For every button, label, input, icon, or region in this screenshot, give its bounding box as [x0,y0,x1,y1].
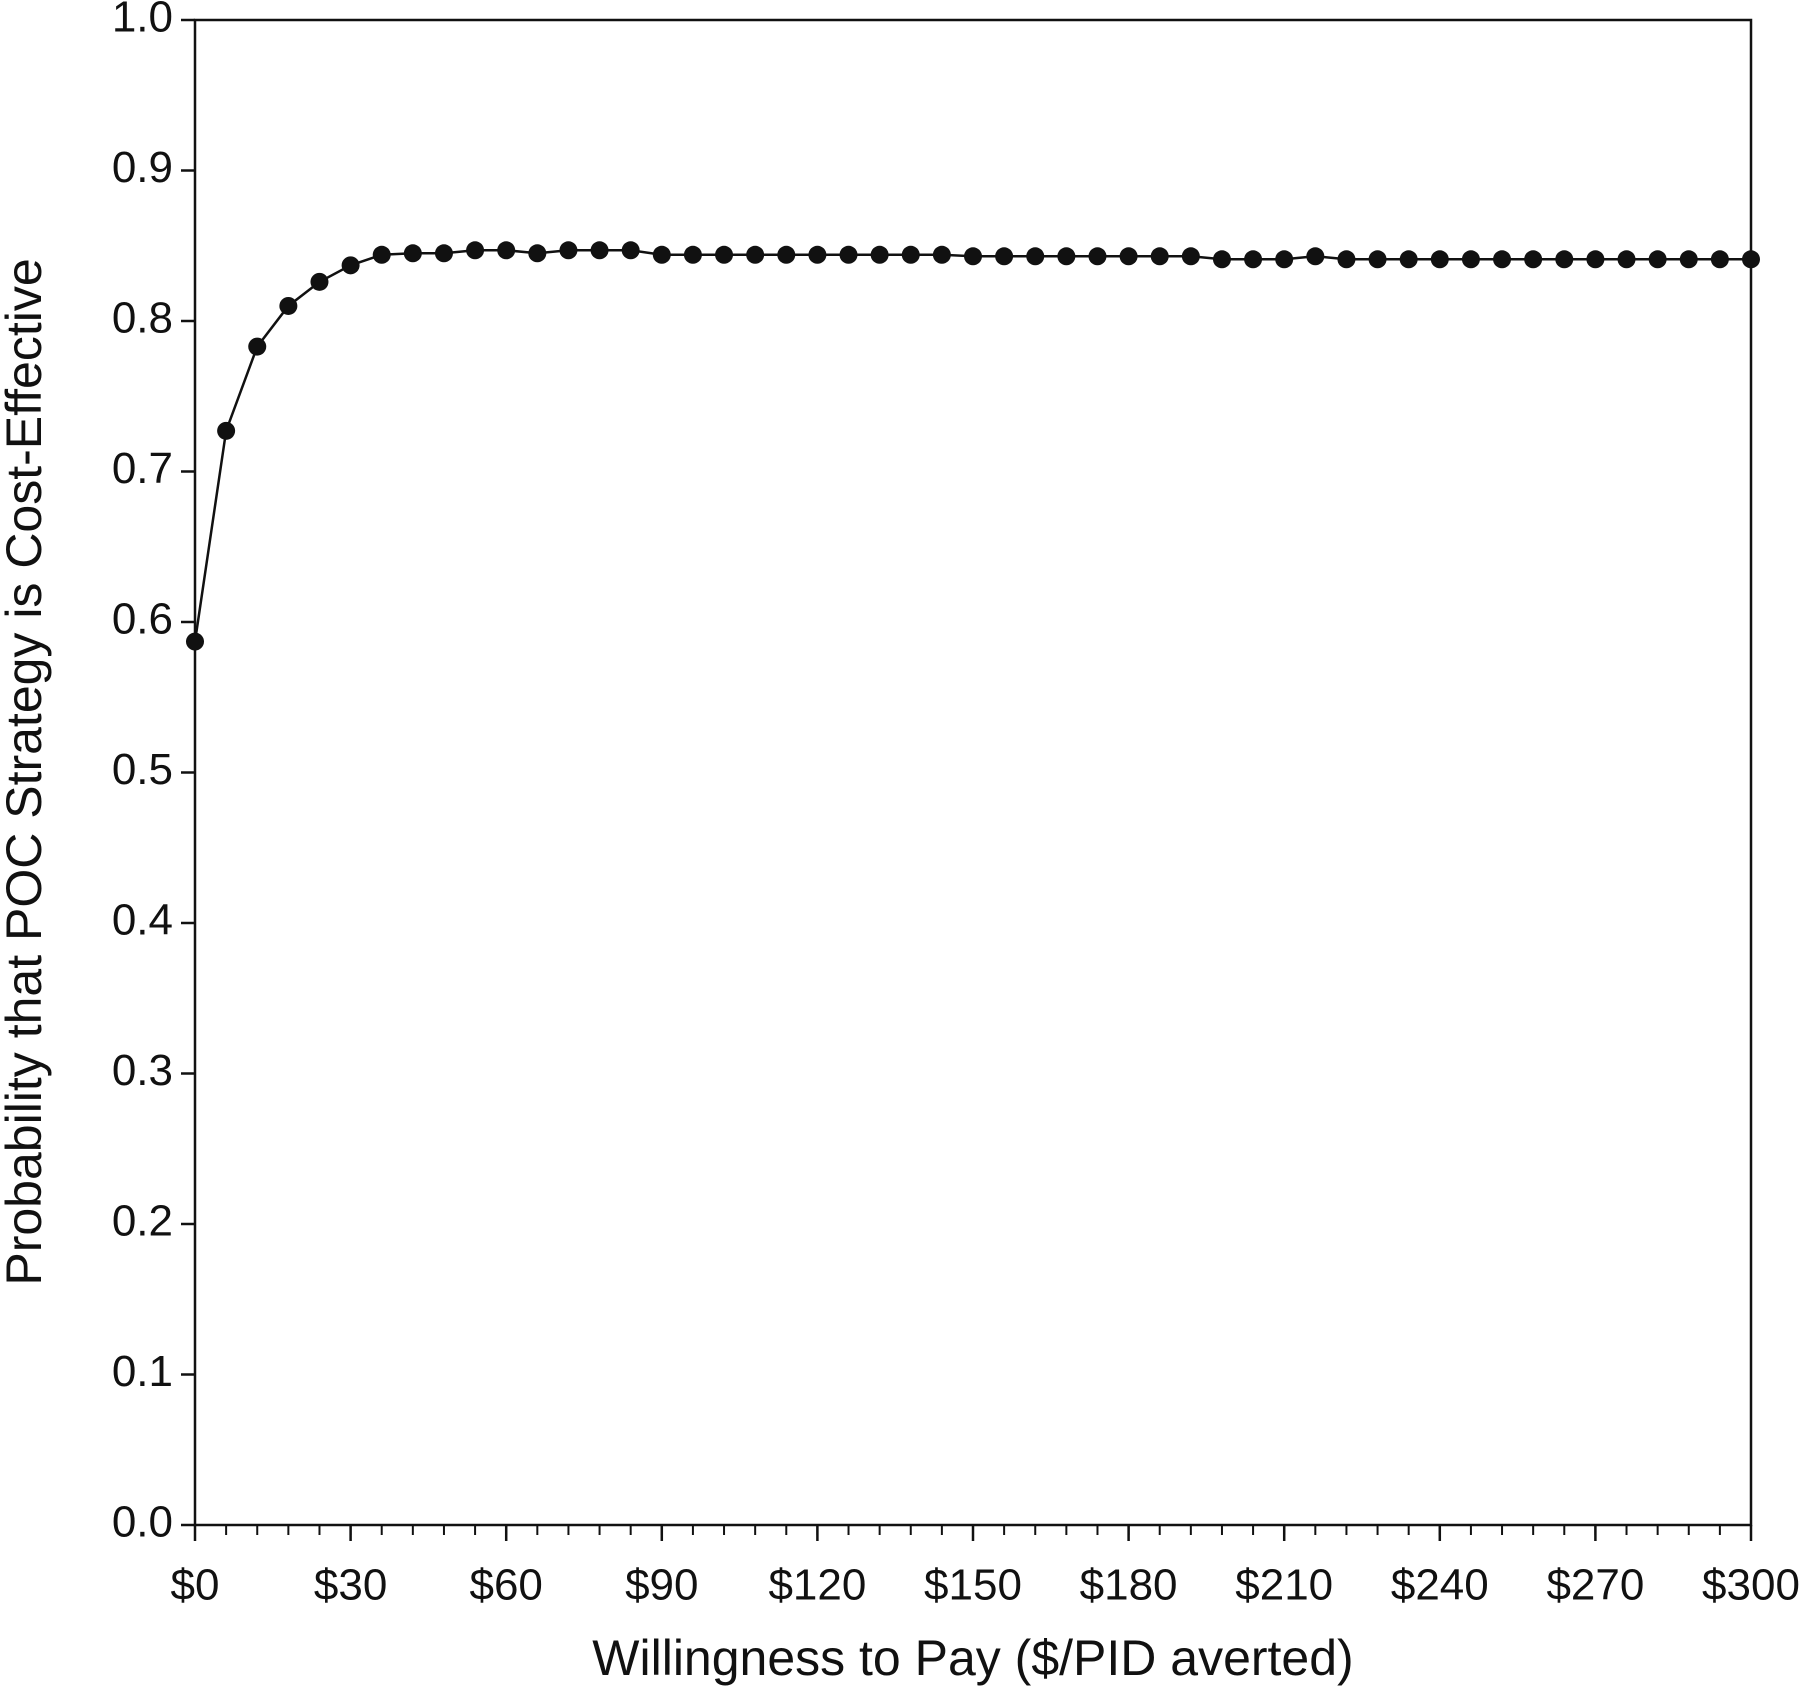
line [193,249,1751,642]
marker [528,244,547,263]
marker [1461,250,1480,269]
marker [248,337,267,356]
marker [341,256,360,275]
marker [715,245,734,264]
x-tick-label: $180 [1080,1561,1178,1610]
y-tick-label: 0.8 [112,294,173,343]
marker [1430,250,1449,269]
y-tick-label: 0.7 [112,444,173,493]
y-tick-label: 1.0 [112,0,173,42]
y-tick-label: 0.2 [112,1197,173,1246]
y-tick-label: 0.1 [112,1347,173,1396]
marker [1493,250,1512,269]
marker [964,247,982,266]
marker [466,241,485,260]
marker [746,245,765,264]
x-tick-label: $90 [625,1561,698,1610]
x-tick-label: $0 [171,1561,220,1610]
y-tick-label: 0.3 [112,1046,173,1095]
marker [652,245,671,264]
x-tick-label: $240 [1391,1561,1489,1610]
marker [590,241,609,260]
marker [1648,250,1667,269]
marker [1710,250,1729,269]
marker [1026,247,1045,266]
y-tick-label: 0.4 [112,896,173,945]
marker [1555,250,1574,269]
marker [1181,247,1200,266]
y-tick-label: 0.0 [112,1498,173,1547]
marker [1742,250,1760,269]
marker [372,245,391,264]
marker [186,632,204,651]
plot-frame [193,18,1753,1527]
marker [839,245,858,264]
marker [1088,247,1107,266]
marker [777,245,796,264]
marker [621,241,640,260]
marker [1337,250,1356,269]
marker [1399,250,1418,269]
marker [403,244,422,263]
marker [559,241,578,260]
y-tick-label: 0.5 [112,745,173,794]
x-tick-label: $300 [1702,1561,1800,1610]
x-tick-label: $150 [924,1561,1022,1610]
marker [1275,250,1294,269]
x-tick-label: $120 [768,1561,866,1610]
marker [870,245,889,264]
marker [901,245,920,264]
marker [1524,250,1543,269]
marker [995,247,1014,266]
marker [310,272,329,291]
marker [1119,247,1138,266]
marker [497,241,516,260]
marker [1212,250,1231,269]
marker [932,245,951,264]
x-tick-label: $210 [1235,1561,1333,1610]
marker [1150,247,1169,266]
marker [808,245,827,264]
marker [1679,250,1698,269]
marker [1368,250,1387,269]
marker [683,245,702,264]
marker [1617,250,1636,269]
x-tick-label: $60 [469,1561,542,1610]
marker [1586,250,1605,269]
marker [434,244,453,263]
marker [1306,247,1325,266]
marker [279,296,298,315]
y-tick-label: 0.9 [112,143,173,192]
y-tick-label: 0.6 [112,595,173,644]
x-axis-title: Willingness to Pay ($/PID averted) [592,1630,1353,1686]
marker [217,421,236,440]
x-tick-label: $30 [314,1561,387,1610]
marker [1057,247,1076,266]
x-tick-label: $270 [1546,1561,1644,1610]
y-axis-title: Probability that POC Strategy is Cost-Ef… [0,258,52,1285]
marker [1244,250,1263,269]
